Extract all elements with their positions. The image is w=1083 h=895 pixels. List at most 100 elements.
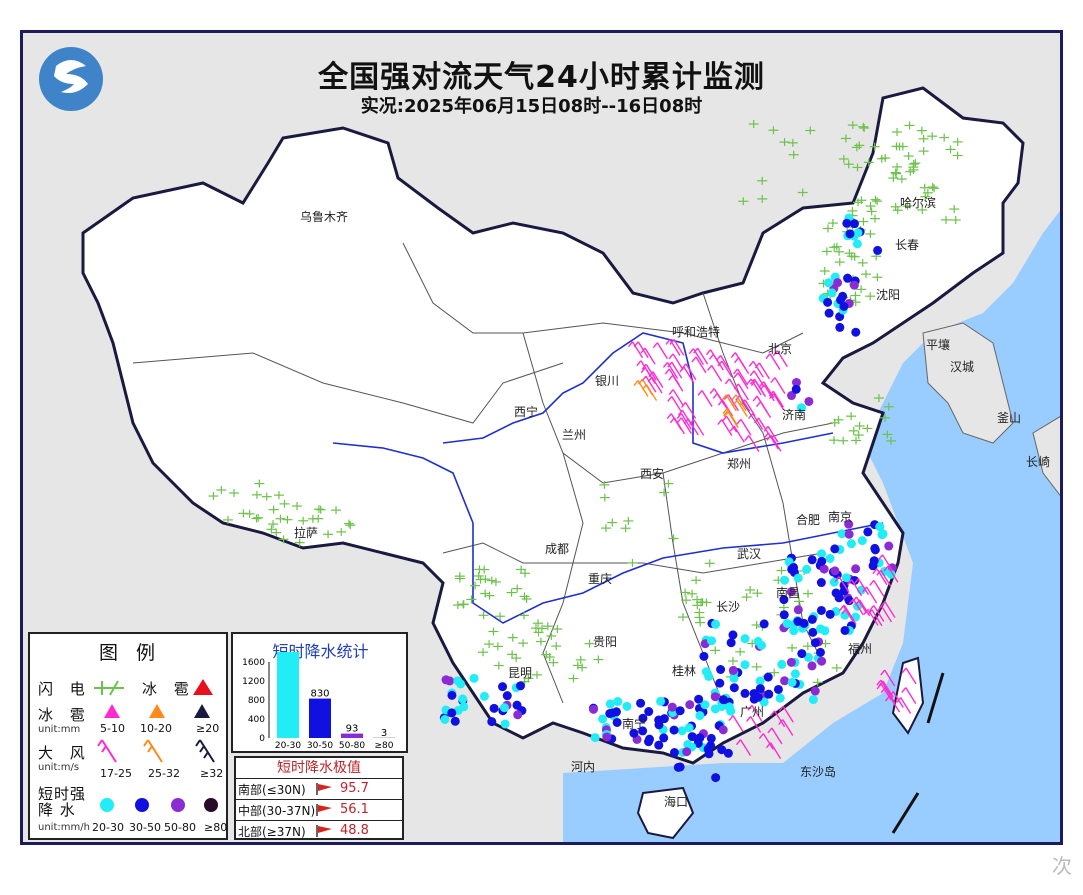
rain-mark xyxy=(710,692,720,702)
lightning-mark xyxy=(512,584,523,593)
lightning-mark xyxy=(903,152,914,161)
rain-mark xyxy=(440,715,450,725)
y-tick-label: 1600 xyxy=(242,658,265,668)
rain-mark xyxy=(740,634,750,644)
stats-bar-chart: 160012008004000249120-3083030-509350-803… xyxy=(242,652,395,751)
lightning-mark xyxy=(854,421,865,430)
lightning-mark xyxy=(548,658,559,667)
y-tick-label: 400 xyxy=(248,715,265,725)
legend-range: 10-20 xyxy=(140,722,172,735)
rain-mark xyxy=(684,723,694,733)
rain-mark xyxy=(824,278,834,288)
wind-mark xyxy=(752,395,768,413)
lightning-mark xyxy=(829,436,840,445)
wind-mark xyxy=(733,368,749,386)
cma-logo-icon xyxy=(39,47,103,111)
rain-mark xyxy=(808,695,818,705)
wind-mark xyxy=(748,413,764,430)
lightning-mark xyxy=(822,224,833,233)
y-tick-label: 800 xyxy=(248,696,265,706)
lightning-mark xyxy=(757,194,768,203)
legend-range: 30-50 xyxy=(129,821,161,834)
rain-mark xyxy=(447,690,457,700)
lightning-mark xyxy=(888,174,899,183)
lightning-mark xyxy=(920,192,931,201)
lightning-mark xyxy=(507,650,518,659)
bar-value-label: 3 xyxy=(381,728,387,739)
wind-mark xyxy=(880,669,896,687)
wind-mark xyxy=(723,410,739,428)
legend-range: ≥32 xyxy=(200,767,224,780)
wind-mark xyxy=(841,608,857,625)
lightning-mark xyxy=(851,436,862,445)
rain-mark xyxy=(838,291,848,301)
legend-label-hail: 冰 雹 xyxy=(38,706,91,724)
lightning-mark xyxy=(853,431,864,440)
wind-mark xyxy=(901,687,917,704)
rain-mark xyxy=(687,732,697,742)
wind-mark xyxy=(640,347,656,365)
city-label: 重庆 xyxy=(588,572,613,586)
lightning-mark xyxy=(735,647,746,656)
bar-value-label: 830 xyxy=(310,689,329,700)
rain-mark xyxy=(807,614,817,624)
rain-mark xyxy=(445,676,455,686)
lightning-mark xyxy=(577,663,588,672)
wind-mark xyxy=(880,601,896,618)
lightning-mark xyxy=(244,509,255,518)
lightning-mark xyxy=(584,639,595,648)
lightning-mark xyxy=(536,624,547,633)
city-label: 西安 xyxy=(640,467,665,481)
wind-mark xyxy=(770,377,786,394)
rain-mark xyxy=(791,384,801,394)
extreme-value: 95.7 xyxy=(340,781,369,796)
lightning-mark xyxy=(851,143,862,152)
lightning-mark xyxy=(904,121,915,130)
lightning-mark xyxy=(852,163,863,172)
legend-range: 5-10 xyxy=(100,722,125,735)
rain-mark xyxy=(707,636,717,646)
lightning-mark xyxy=(939,133,950,142)
legend-unit-hail: unit:mm xyxy=(38,724,81,735)
wind-mark xyxy=(744,435,760,452)
rain-mark xyxy=(797,649,807,659)
wind-mark xyxy=(770,710,786,728)
extreme-value: 48.8 xyxy=(340,823,369,838)
lightning-mark xyxy=(478,648,489,657)
rain-mark xyxy=(780,676,790,686)
city-label: 北京 xyxy=(768,342,793,356)
rain-mark xyxy=(515,681,525,691)
rain-mark xyxy=(612,717,622,727)
rain-mark xyxy=(815,624,825,634)
wind-mark xyxy=(697,390,713,407)
rain-mark xyxy=(728,630,738,640)
rain-mark xyxy=(669,725,679,735)
wind-mark xyxy=(652,342,668,360)
wind-mark xyxy=(708,353,724,371)
lightning-mark xyxy=(710,646,721,655)
stats-bar xyxy=(341,733,363,738)
legend-range: 17-25 xyxy=(100,767,132,780)
lightning-mark xyxy=(838,436,849,445)
lightning-mark xyxy=(490,577,501,586)
rain-stats-panel: 短时降水统计 160012008004000249120-3083030-509… xyxy=(231,632,408,753)
lightning-mark xyxy=(952,151,963,160)
rain-mark xyxy=(816,605,826,615)
legend-range: 20-30 xyxy=(92,821,124,834)
rain-mark xyxy=(884,541,894,551)
rain-mark xyxy=(824,308,834,318)
wind-mark xyxy=(778,719,794,736)
rain-mark xyxy=(459,702,469,712)
wind-mark xyxy=(712,392,728,410)
lightning-mark xyxy=(452,601,463,610)
lightning-mark xyxy=(479,565,490,574)
rain-mark xyxy=(695,711,705,721)
lightning-mark xyxy=(827,219,838,228)
lightning-mark xyxy=(484,640,495,649)
rain-mark xyxy=(622,701,632,711)
wind-mark xyxy=(851,596,868,614)
rain-mark xyxy=(729,673,739,683)
lightning-mark xyxy=(890,202,901,211)
lightning-mark xyxy=(478,611,489,620)
rain-mark xyxy=(790,669,800,679)
